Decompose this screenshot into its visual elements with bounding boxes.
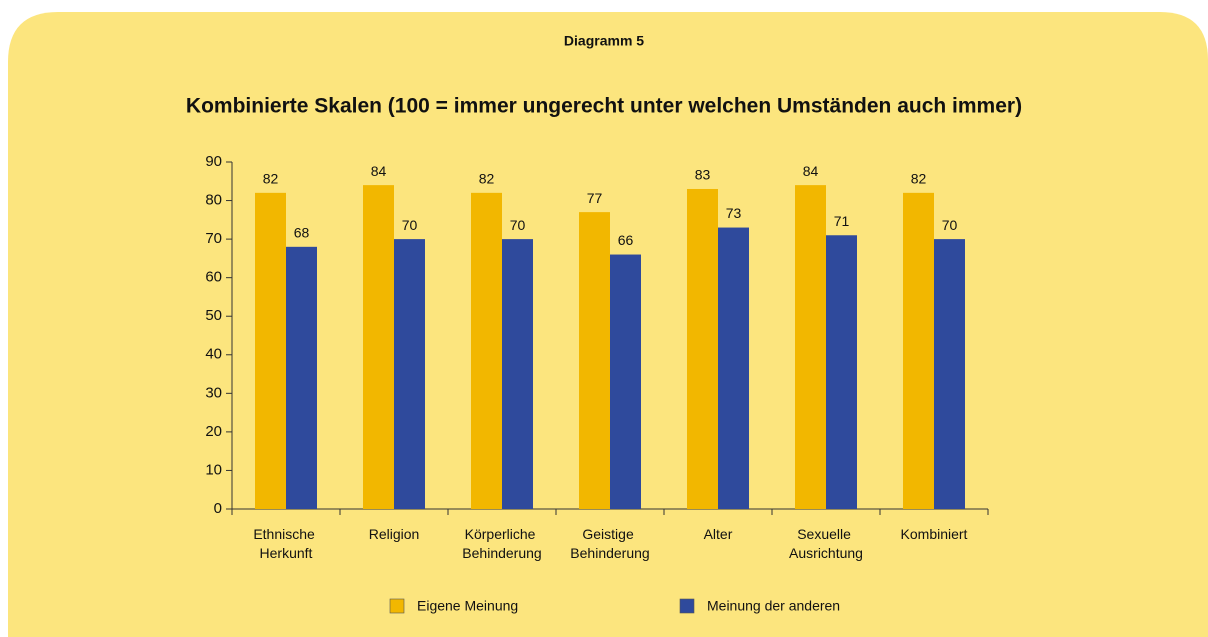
- header: Diagramm 5: [564, 33, 644, 49]
- value-label: 77: [587, 190, 603, 206]
- y-tick-label: 20: [205, 423, 222, 440]
- value-label: 68: [294, 225, 310, 241]
- value-label: 82: [911, 171, 927, 187]
- value-label: 66: [618, 232, 634, 248]
- value-label: 70: [402, 217, 418, 233]
- bar: [471, 192, 502, 509]
- bar: [934, 239, 965, 509]
- bar: [363, 185, 394, 509]
- value-label: 84: [371, 163, 387, 179]
- value-label: 84: [803, 163, 819, 179]
- chart-title: Kombinierte Skalen (100 = immer ungerech…: [186, 95, 1022, 118]
- value-label: 83: [695, 167, 711, 183]
- bar: [579, 212, 610, 509]
- bar: [610, 254, 641, 509]
- value-label: 82: [263, 171, 279, 187]
- value-label: 73: [726, 205, 742, 221]
- legend-label: Eigene Meinung: [417, 598, 518, 614]
- bar: [394, 239, 425, 509]
- y-tick-label: 10: [205, 461, 222, 478]
- x-tick-label: Körperliche Behinderung: [462, 526, 541, 561]
- bar: [255, 192, 286, 509]
- legend-swatch: [389, 598, 405, 614]
- y-tick-label: 0: [214, 500, 222, 517]
- x-tick-label: Alter: [704, 526, 733, 542]
- value-label: 70: [942, 217, 958, 233]
- bar: [795, 185, 826, 509]
- bar: [687, 188, 718, 509]
- legend-swatch: [679, 598, 695, 614]
- y-tick-label: 90: [205, 153, 222, 170]
- bar: [286, 246, 317, 510]
- y-tick-label: 50: [205, 307, 222, 324]
- x-tick-label: Geistige Behinderung: [570, 526, 649, 561]
- y-tick-label: 70: [205, 230, 222, 247]
- x-tick-label: Ethnische Herkunft: [253, 526, 318, 561]
- y-tick-label: 80: [205, 192, 222, 209]
- x-tick-label: Kombiniert: [901, 526, 968, 542]
- value-label: 82: [479, 171, 495, 187]
- x-tick-label: Sexuelle Ausrichtung: [789, 526, 863, 561]
- x-tick-label: Religion: [369, 526, 420, 542]
- y-tick-label: 40: [205, 346, 222, 363]
- y-tick-label: 60: [205, 269, 222, 286]
- value-label: 70: [510, 217, 526, 233]
- legend-label: Meinung der anderen: [707, 598, 840, 614]
- bar: [502, 239, 533, 509]
- value-label: 71: [834, 213, 850, 229]
- y-tick-label: 30: [205, 384, 222, 401]
- bar: [718, 227, 749, 510]
- bar: [903, 192, 934, 509]
- bar: [826, 235, 857, 509]
